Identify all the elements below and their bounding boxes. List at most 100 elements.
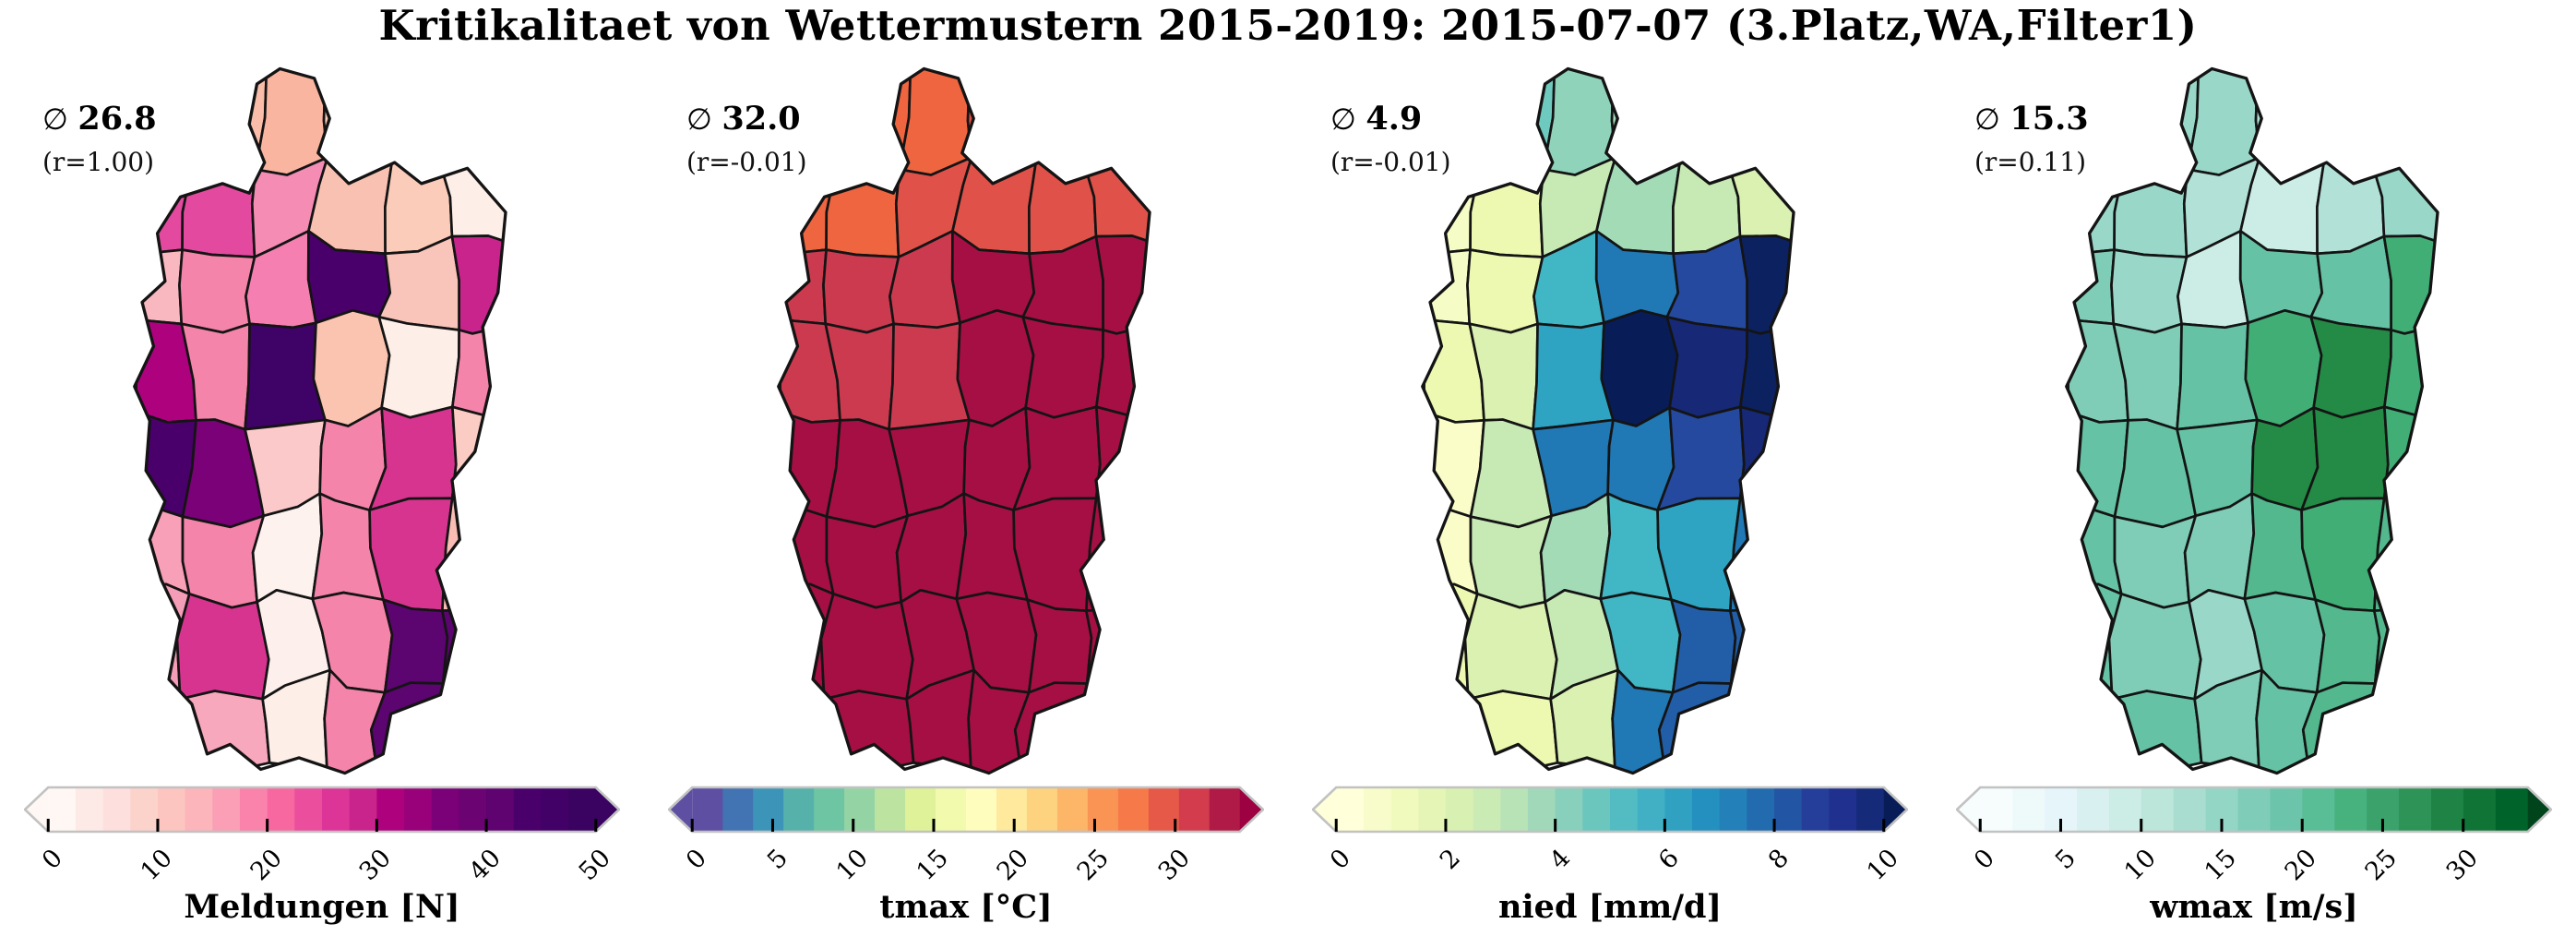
- map-region: [819, 593, 914, 701]
- colorbar-tmax: 0 5 10 15 20 25 30 tmax [°C]: [668, 785, 1264, 926]
- colorbar-segment: [1178, 787, 1210, 832]
- colorbar-segment: [130, 787, 159, 832]
- map-region: [2193, 668, 2264, 774]
- map-region: [2382, 234, 2439, 335]
- colorbar-tick-label: 2: [1434, 844, 1466, 876]
- panel-wmax: ∅ 15.3 (r=0.11) 0 5 10 15 20 25 30 wmax [m/s]: [1932, 54, 2576, 926]
- map-region: [322, 68, 396, 159]
- colorbar-segment: [2141, 787, 2175, 832]
- colorbar-segment: [1418, 787, 1447, 832]
- map-region: [261, 668, 332, 774]
- map-region: [825, 514, 910, 609]
- map-region: [1670, 598, 1737, 694]
- colorbar-tick-label: 5: [2049, 844, 2081, 876]
- map-region: [2308, 72, 2388, 157]
- colorbar-tick-mark: [1663, 819, 1666, 832]
- map-panels-row: ∅ 26.8 (r=1.00) 0 10 20 30 40 50 Meldungen [N…: [0, 54, 2576, 926]
- germany-border: [777, 66, 1151, 775]
- colorbar-tick-label: 10: [830, 844, 874, 887]
- colorbar-segment: [1555, 787, 1583, 832]
- map-region: [1738, 234, 1795, 335]
- colorbar-axis-label: nied [mm/d]: [1497, 888, 1723, 926]
- map-region: [2113, 166, 2189, 258]
- map-region: [1094, 234, 1151, 335]
- mean-value: 32.0: [722, 100, 801, 138]
- colorbar-tick-mark: [770, 819, 775, 832]
- map-region: [1472, 68, 1556, 176]
- colorbar-segment: [267, 787, 295, 832]
- map-region: [1657, 681, 1744, 774]
- map-region: [1076, 72, 1151, 168]
- map-region: [2066, 248, 2116, 326]
- map-region: [1469, 166, 1545, 258]
- colorbar-bar: [1312, 785, 1908, 834]
- colorbar-gradient: [1312, 786, 1908, 834]
- map-region: [1729, 682, 1795, 774]
- map-region: [2300, 497, 2386, 613]
- colorbar-tick-label: 0: [37, 844, 69, 876]
- colorbar-arrow-left: [1313, 787, 1337, 832]
- map-region: [1656, 497, 1742, 613]
- colorbar-tick-label: 50: [573, 844, 616, 887]
- mean-symbol: ∅: [1974, 102, 2000, 137]
- colorbar-tick-label: 0: [1325, 844, 1357, 876]
- colorbar-segment: [212, 787, 241, 832]
- colorbar-segment: [966, 787, 997, 832]
- colorbar-segment: [1445, 787, 1474, 832]
- colorbar-segment: [2012, 787, 2045, 832]
- colorbar-segment: [2237, 787, 2272, 832]
- mean-value-line: ∅ 32.0: [686, 100, 807, 138]
- map-region: [1664, 72, 1744, 157]
- colorbar-segment: [2495, 787, 2529, 832]
- map-region: [2301, 681, 2388, 774]
- germany-map-svg: [2065, 66, 2439, 775]
- colorbar-segment: [783, 787, 815, 832]
- colorbar-tick-label: 10: [2118, 844, 2162, 887]
- mean-value-line: ∅ 26.8: [42, 100, 157, 138]
- colorbar-arrow-left: [1957, 787, 1981, 832]
- colorbar-segment: [1336, 787, 1365, 832]
- colorbar-segment: [2334, 787, 2367, 832]
- map-region: [898, 68, 973, 176]
- colorbar-segment: [1637, 787, 1665, 832]
- colorbar-bar: [1956, 785, 2552, 834]
- colorbar-segment: [1026, 787, 1058, 832]
- colorbar-tick-mark: [1334, 819, 1338, 832]
- map-region: [1013, 681, 1100, 774]
- map-region: [441, 497, 507, 613]
- map-region: [441, 682, 507, 774]
- colorbar-nied: 0 2 4 6 8 10 nied [mm/d]: [1312, 785, 1908, 926]
- colorbar-segment: [1087, 787, 1119, 832]
- colorbar-outline: [1956, 786, 2552, 834]
- colorbar-axis-label: wmax [m/s]: [2150, 888, 2358, 926]
- colorbar-segment: [1363, 787, 1392, 832]
- map-region: [376, 72, 456, 157]
- map-region: [181, 514, 266, 609]
- map-region: [1469, 514, 1554, 609]
- map-region: [828, 68, 912, 176]
- colorbar-segment: [376, 787, 405, 832]
- map-region: [134, 687, 187, 774]
- colorbar-segment: [1610, 787, 1639, 832]
- mean-annotation: ∅ 15.3 (r=0.11): [1974, 100, 2089, 177]
- colorbar-gradient: [1956, 786, 2552, 834]
- colorbar-tick-mark: [2462, 819, 2465, 832]
- colorbar-tick-label: 0: [681, 844, 713, 876]
- map-region: [2107, 593, 2202, 701]
- colorbar-arrow-right: [1239, 787, 1263, 832]
- colorbar-segment: [2463, 787, 2497, 832]
- correlation-annotation: (r=1.00): [42, 147, 155, 177]
- map-region: [2186, 68, 2261, 176]
- germany-border: [1421, 66, 1795, 775]
- map-region: [2373, 497, 2439, 613]
- colorbar-segment: [753, 787, 784, 832]
- mean-annotation: ∅ 26.8 (r=1.00): [42, 100, 157, 177]
- map-region: [450, 234, 507, 335]
- map-region: [778, 248, 828, 326]
- colorbar-segment: [692, 787, 723, 832]
- colorbar-segment: [349, 787, 377, 832]
- colorbar-segment: [2173, 787, 2207, 832]
- colorbar-segment: [1527, 787, 1556, 832]
- map-region: [2373, 682, 2439, 774]
- colorbar-segment: [185, 787, 213, 832]
